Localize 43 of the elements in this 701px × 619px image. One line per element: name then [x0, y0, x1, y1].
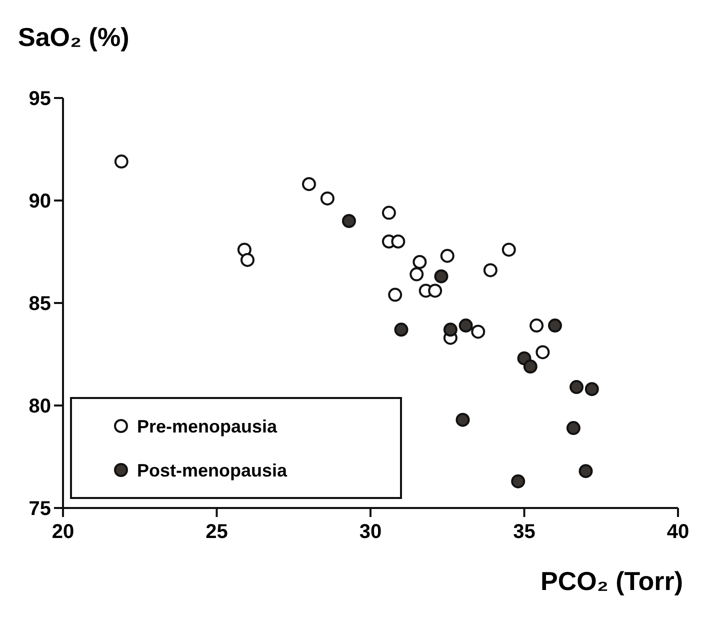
point: [578, 464, 593, 478]
point: [410, 267, 424, 282]
point: [548, 318, 562, 333]
x-tick-label: 35: [513, 521, 536, 543]
y-axis-title: SaO₂ (%): [18, 22, 130, 52]
point: [584, 382, 599, 396]
y-tick-label: 80: [28, 396, 51, 418]
x-tick-label: 30: [359, 521, 382, 543]
x-axis-title: PCO₂ (Torr): [540, 566, 683, 596]
point: [440, 248, 454, 263]
point: [566, 421, 580, 436]
x-tick-label: 40: [666, 521, 690, 543]
point: [570, 380, 584, 394]
point: [240, 252, 254, 267]
point: [302, 177, 316, 192]
legend-label: Post-menopausia: [137, 460, 288, 480]
point: [458, 318, 473, 333]
point: [342, 214, 356, 228]
point: [320, 191, 334, 206]
point: [114, 154, 128, 169]
x-tick-label: 25: [206, 521, 228, 543]
y-tick-label: 95: [28, 88, 51, 110]
x-tick-label: 20: [52, 521, 74, 543]
point: [471, 324, 486, 339]
legend-label: Pre-menopausia: [137, 416, 278, 436]
point: [412, 255, 427, 269]
point: [511, 474, 526, 488]
y-tick-label: 75: [28, 498, 51, 520]
y-tick-label: 90: [28, 190, 51, 212]
y-tick-label: 85: [28, 293, 51, 315]
point: [536, 345, 550, 360]
point: [394, 322, 408, 337]
point: [428, 284, 442, 298]
point: [388, 288, 402, 302]
point: [382, 206, 396, 220]
point: [434, 269, 448, 284]
point: [391, 234, 406, 248]
point: [530, 318, 544, 333]
point: [443, 322, 458, 337]
point: [483, 263, 498, 278]
point: [502, 242, 516, 257]
point: [523, 360, 538, 374]
point: [456, 412, 470, 427]
